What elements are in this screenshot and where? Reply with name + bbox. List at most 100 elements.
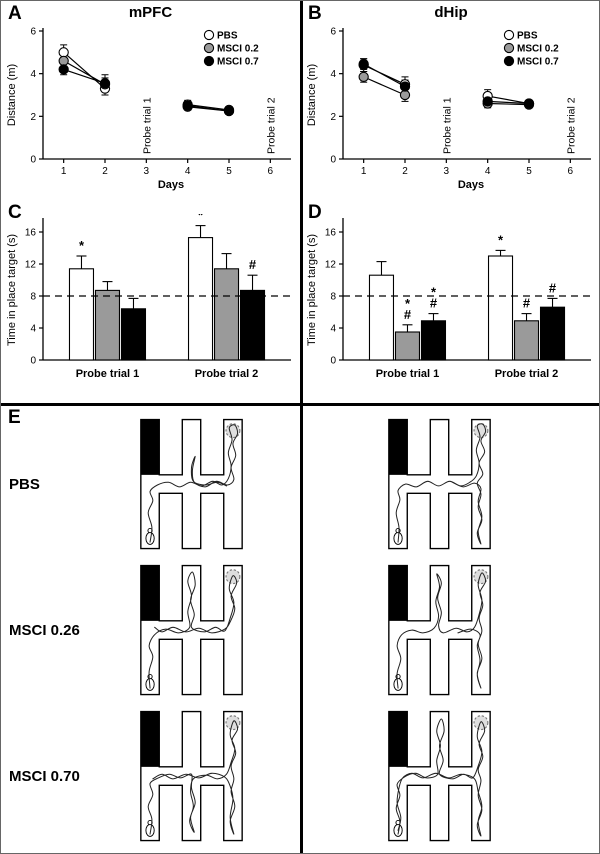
svg-text:MSCI 0.2: MSCI 0.2 <box>217 44 259 55</box>
maze-dhip-msci026 <box>388 564 491 696</box>
svg-text:3: 3 <box>444 166 450 177</box>
track-trace <box>395 718 486 837</box>
svg-text:16: 16 <box>25 228 37 239</box>
svg-text:16: 16 <box>325 228 337 239</box>
svg-text:8: 8 <box>30 292 36 303</box>
svg-text:1: 1 <box>61 166 67 177</box>
svg-text:Probe trial 2: Probe trial 2 <box>565 97 577 154</box>
maze-mpfc-pbs <box>140 418 243 550</box>
svg-text:12: 12 <box>25 260 37 271</box>
maze-mpfc-msci070 <box>140 710 243 842</box>
svg-text:0: 0 <box>30 155 36 166</box>
target-zone <box>225 569 241 585</box>
line-chart-mpfc: 0 2 4 6 1 2 3 4 5 6 Days Distance (m) Probe trial 1 P… <box>6 27 291 191</box>
group-label-msci026: MSCI 0.26 <box>9 621 80 639</box>
svg-text:6: 6 <box>268 166 274 177</box>
svg-text:0: 0 <box>30 356 36 367</box>
blocked-arm <box>140 565 160 621</box>
svg-text:Probe trial 2: Probe trial 2 <box>265 97 277 154</box>
svg-text:Days: Days <box>158 179 184 191</box>
panel-e-row-pbs: PBS <box>1 413 599 555</box>
blocked-arm <box>140 711 160 767</box>
blocked-arm <box>388 711 408 767</box>
svg-text:4: 4 <box>330 324 336 335</box>
divider-horizontal <box>1 403 599 406</box>
svg-text:MSCI 0.2: MSCI 0.2 <box>517 44 559 55</box>
panel-b-title: dHip <box>434 4 468 21</box>
svg-text:Probe trial 2: Probe trial 2 <box>195 368 259 380</box>
svg-text:4: 4 <box>485 166 491 177</box>
svg-text:MSCI 0.7: MSCI 0.7 <box>517 57 559 68</box>
svg-text:2: 2 <box>330 112 336 123</box>
svg-text:5: 5 <box>226 166 232 177</box>
track-trace <box>147 424 239 543</box>
svg-text:Probe trial 1: Probe trial 1 <box>141 97 153 154</box>
svg-text:4: 4 <box>30 324 36 335</box>
svg-text:12: 12 <box>325 260 337 271</box>
group-label-msci070: MSCI 0.70 <box>9 767 80 785</box>
svg-text:MSCI 0.7: MSCI 0.7 <box>217 57 259 68</box>
svg-text:#: # <box>404 307 412 322</box>
svg-text:*: * <box>498 232 504 247</box>
svg-text:Probe trial 1: Probe trial 1 <box>76 368 140 380</box>
panel-b-letter: B <box>308 3 322 24</box>
svg-text:8: 8 <box>330 292 336 303</box>
svg-text:#: # <box>523 296 531 311</box>
svg-text:Probe trial 1: Probe trial 1 <box>441 97 453 154</box>
svg-text:4: 4 <box>30 69 36 80</box>
svg-text:6: 6 <box>568 166 574 177</box>
maze-dhip-pbs <box>388 418 491 550</box>
svg-text:6: 6 <box>30 27 36 38</box>
group-label-pbs: PBS <box>9 475 40 493</box>
svg-text:*: * <box>79 238 85 253</box>
svg-text:#: # <box>549 280 557 295</box>
svg-text:4: 4 <box>185 166 191 177</box>
blocked-arm <box>140 419 160 475</box>
maze-outline <box>140 418 243 550</box>
svg-text:0: 0 <box>330 155 336 166</box>
blocked-arm <box>388 419 408 475</box>
svg-text:2: 2 <box>30 112 36 123</box>
svg-text:#: # <box>430 296 438 311</box>
maze-outline <box>388 710 491 842</box>
svg-text:Time in place target (s): Time in place target (s) <box>306 234 318 346</box>
svg-text:5: 5 <box>526 166 532 177</box>
maze-mpfc-msci026 <box>140 564 243 696</box>
svg-text:6: 6 <box>330 27 336 38</box>
svg-text:PBS: PBS <box>217 31 238 42</box>
maze-outline <box>388 418 491 550</box>
svg-text:Probe trial 2: Probe trial 2 <box>495 368 559 380</box>
svg-text:3: 3 <box>144 166 150 177</box>
svg-text:*: * <box>198 214 204 223</box>
svg-text:Time in place target (s): Time in place target (s) <box>6 234 18 346</box>
target-zone <box>473 715 489 731</box>
divider-vertical <box>300 1 303 853</box>
svg-text:4: 4 <box>330 69 336 80</box>
panel-d-letter: D <box>308 202 322 223</box>
track-trace <box>147 720 239 835</box>
svg-text:#: # <box>249 257 257 272</box>
svg-text:*: * <box>431 285 437 300</box>
panel-a-letter: A <box>8 3 22 24</box>
svg-text:Distance (m): Distance (m) <box>306 64 318 126</box>
panel-a-title: mPFC <box>128 4 173 21</box>
blocked-arm <box>388 565 408 621</box>
svg-text:Distance (m): Distance (m) <box>6 64 18 126</box>
panel-e-row-msci026: MSCI 0.26 <box>1 559 599 701</box>
panel-e-letter: E <box>8 407 21 428</box>
svg-text:1: 1 <box>361 166 367 177</box>
target-zone <box>473 569 489 585</box>
svg-text:2: 2 <box>102 166 108 177</box>
track-trace <box>395 423 487 545</box>
line-chart-dhip: 0 2 4 6 1 2 3 4 5 6 Days Distance (m) Probe trial 1 P… <box>306 27 591 191</box>
svg-text:PBS: PBS <box>517 31 538 42</box>
svg-text:Probe trial 1: Probe trial 1 <box>376 368 440 380</box>
mouse-head <box>395 528 401 534</box>
track-trace <box>148 571 238 689</box>
track-trace <box>396 572 487 689</box>
maze-dhip-msci070 <box>388 710 491 842</box>
svg-text:2: 2 <box>402 166 408 177</box>
svg-text:0: 0 <box>330 356 336 367</box>
